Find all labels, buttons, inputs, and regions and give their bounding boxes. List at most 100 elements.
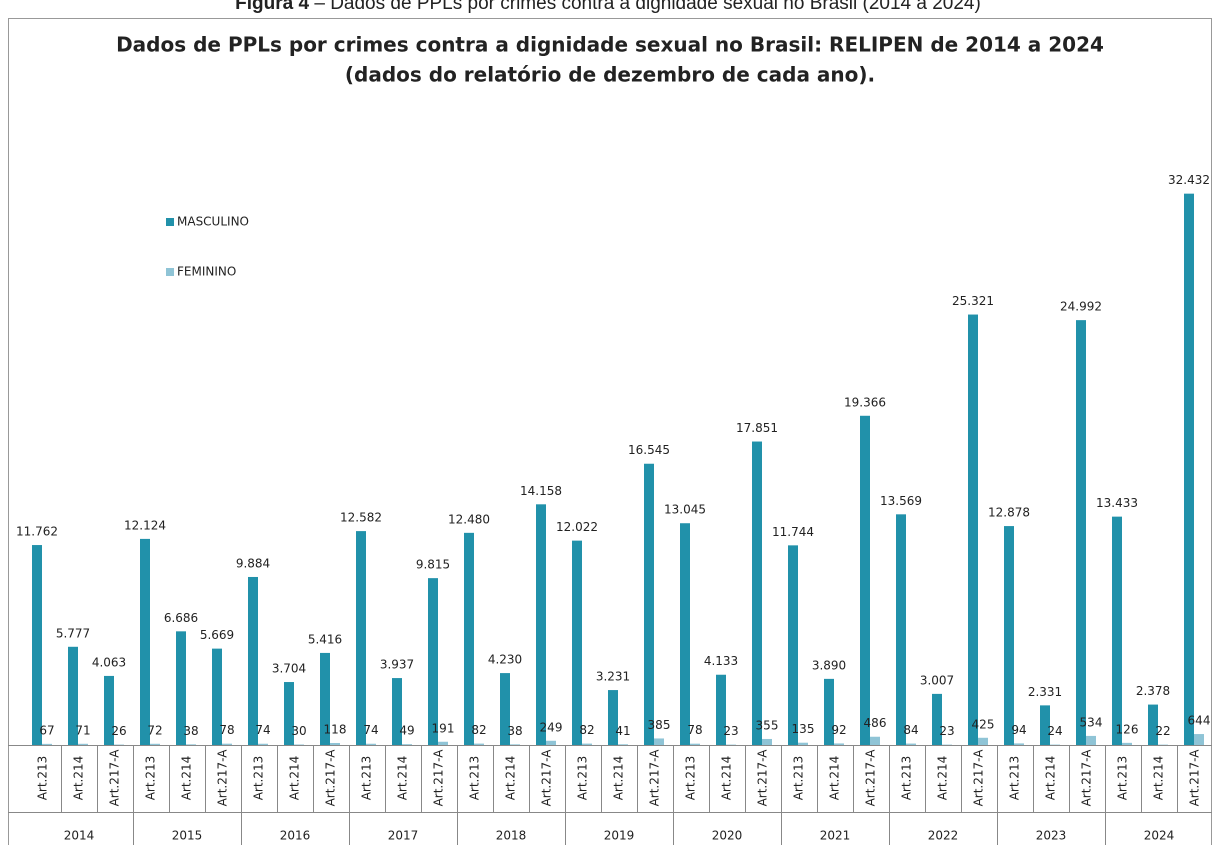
legend-label: FEMININO <box>177 265 236 279</box>
group-label: 2024 <box>1144 829 1175 843</box>
value-label: 13.433 <box>1096 496 1138 510</box>
x-tick-label: Art.214 <box>504 756 518 801</box>
chart-subtitle: (dados do relatório de dezembro de cada … <box>345 63 875 87</box>
bar <box>330 743 340 745</box>
value-label: 22 <box>1155 724 1170 738</box>
bar <box>294 744 304 745</box>
value-label: 126 <box>1116 722 1139 736</box>
value-label: 191 <box>432 721 455 735</box>
bar <box>1076 320 1086 745</box>
value-label: 12.124 <box>124 518 166 532</box>
value-label: 12.582 <box>340 511 382 525</box>
x-tick-label: Art.214 <box>396 756 410 801</box>
bar <box>906 744 916 745</box>
bar <box>32 545 42 745</box>
bar <box>366 744 376 745</box>
value-label: 38 <box>507 724 522 738</box>
x-tick-label: Art.217-A <box>864 749 878 807</box>
x-tick-label: Art.217-A <box>972 749 986 807</box>
value-label: 3.231 <box>596 670 630 684</box>
value-label: 72 <box>147 723 162 737</box>
legend-label: MASCULINO <box>177 215 249 229</box>
group-label: 2015 <box>172 829 203 843</box>
x-tick-label: Art.213 <box>468 756 482 801</box>
x-tick-label: Art.214 <box>1044 756 1058 801</box>
legend-swatch <box>166 268 174 276</box>
x-tick-label: Art.213 <box>900 756 914 801</box>
value-label: 12.022 <box>556 520 598 534</box>
x-tick-label: Art.217-A <box>216 749 230 807</box>
bar <box>572 541 582 745</box>
x-tick-label: Art.217-A <box>1080 749 1094 807</box>
value-label: 4.230 <box>488 653 522 667</box>
value-label: 5.416 <box>308 632 342 646</box>
chart-title: Dados de PPLs por crimes contra a dignid… <box>116 33 1104 57</box>
value-label: 25.321 <box>952 294 994 308</box>
bar <box>1014 743 1024 745</box>
bar <box>1184 194 1194 745</box>
value-label: 4.063 <box>92 655 126 669</box>
x-tick-label: Art.217-A <box>540 749 554 807</box>
x-tick-label: Art.213 <box>252 756 266 801</box>
bar <box>536 504 546 745</box>
value-label: 78 <box>219 723 234 737</box>
x-tick-label: Art.214 <box>72 756 86 801</box>
bar <box>618 744 628 745</box>
value-label: 67 <box>39 723 54 737</box>
value-label: 82 <box>471 723 486 737</box>
value-label: 3.890 <box>812 658 846 672</box>
bar <box>1086 736 1096 745</box>
x-tick-label: Art.213 <box>576 756 590 801</box>
caption: Figura 4 – Dados de PPLs por crimes cont… <box>235 0 981 14</box>
value-label: 9.815 <box>416 558 450 572</box>
bar <box>248 577 258 745</box>
group-label: 2019 <box>604 829 635 843</box>
bar <box>78 744 88 745</box>
value-label: 84 <box>903 723 918 737</box>
x-tick-label: Art.213 <box>1116 756 1130 801</box>
bar <box>1004 526 1014 745</box>
value-label: 26 <box>111 724 126 738</box>
bar <box>474 744 484 745</box>
value-label: 385 <box>648 718 671 732</box>
bar <box>222 744 232 745</box>
value-label: 23 <box>939 724 954 738</box>
bar <box>186 744 196 745</box>
value-label: 74 <box>255 723 270 737</box>
bar <box>834 743 844 745</box>
bar <box>1194 734 1204 745</box>
bar <box>510 744 520 745</box>
legend-swatch <box>166 218 174 226</box>
value-label: 486 <box>864 716 887 730</box>
value-label: 24.992 <box>1060 300 1102 314</box>
value-label: 425 <box>972 717 995 731</box>
bar <box>428 578 438 745</box>
value-label: 32.432 <box>1168 173 1210 187</box>
bar <box>150 744 160 745</box>
value-label: 3.937 <box>380 658 414 672</box>
x-tick-label: Art.214 <box>828 756 842 801</box>
value-label: 12.480 <box>448 512 490 526</box>
value-label: 4.133 <box>704 654 738 668</box>
group-label: 2023 <box>1036 829 1067 843</box>
x-tick-label: Art.214 <box>1152 756 1166 801</box>
value-label: 23 <box>723 724 738 738</box>
bar <box>402 744 412 745</box>
value-label: 30 <box>291 724 306 738</box>
bar <box>654 738 664 745</box>
bar <box>582 744 592 745</box>
bar <box>258 744 268 745</box>
value-label: 118 <box>324 722 347 736</box>
bar <box>762 739 772 745</box>
value-label: 24 <box>1047 724 1062 738</box>
bar <box>356 531 366 745</box>
value-label: 82 <box>579 723 594 737</box>
bar <box>896 514 906 745</box>
value-label: 41 <box>615 724 630 738</box>
x-tick-label: Art.217-A <box>756 749 770 807</box>
group-label: 2016 <box>280 829 311 843</box>
group-label: 2017 <box>388 829 419 843</box>
bar <box>140 539 150 745</box>
